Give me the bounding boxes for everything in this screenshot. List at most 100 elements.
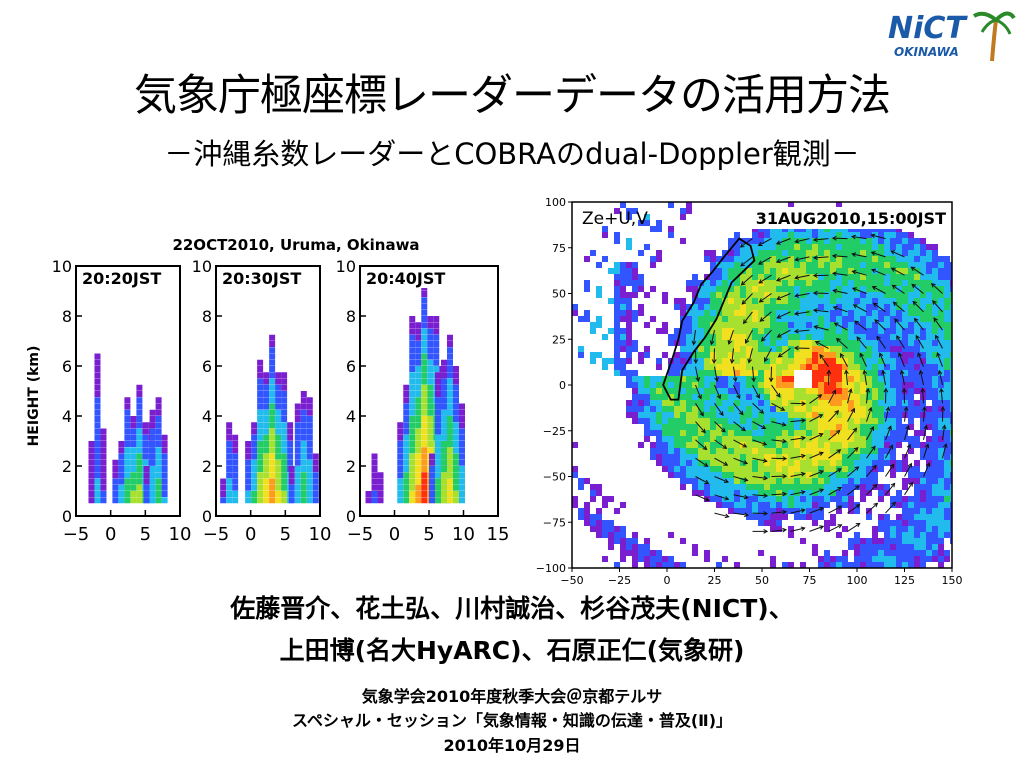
reflectivity-cell	[161, 472, 168, 479]
ppi-cell	[878, 274, 884, 280]
ppi-cell	[848, 250, 854, 256]
ppi-cell	[926, 478, 932, 484]
ppi-cell	[692, 352, 698, 358]
reflectivity-cell	[143, 478, 150, 485]
ppi-cell	[782, 430, 788, 436]
ppi-cell	[890, 364, 896, 370]
ppi-cell	[716, 286, 722, 292]
reflectivity-cell	[142, 459, 149, 466]
ppi-cell	[890, 460, 896, 466]
ppi-cell	[584, 256, 590, 262]
ppi-cell	[902, 430, 908, 436]
ppi-cell	[830, 442, 836, 448]
ppi-cell	[716, 502, 722, 508]
ppi-cell	[836, 484, 842, 490]
ppi-cell	[674, 370, 680, 376]
reflectivity-cell	[421, 322, 428, 329]
ppi-cell	[920, 238, 926, 244]
ppi-cell	[830, 430, 836, 436]
ppi-cell	[668, 556, 674, 562]
reflectivity-cell	[226, 434, 233, 441]
ppi-cell	[656, 448, 662, 454]
ppi-cell	[698, 454, 704, 460]
ppi-cell	[944, 496, 950, 502]
ppi-cell	[644, 436, 650, 442]
ppi-cell	[890, 562, 896, 568]
ppi-cell	[926, 388, 932, 394]
ppi-cell	[776, 250, 782, 256]
ppi-cell	[686, 412, 692, 418]
rhi-figure-title: 22OCT2010, Uruma, Okinawa	[172, 236, 419, 254]
reflectivity-cell	[427, 359, 434, 366]
ppi-cell	[674, 304, 680, 310]
ppi-cell	[758, 400, 764, 406]
wind-vector-head	[903, 406, 909, 412]
reflectivity-cell	[453, 384, 459, 391]
ppi-cell	[692, 466, 698, 472]
ppi-cell	[854, 364, 860, 370]
ppi-cell	[758, 328, 764, 334]
ppi-cell	[854, 394, 860, 400]
ppi-cell	[902, 370, 908, 376]
reflectivity-cell	[161, 497, 168, 504]
wind-vector-head	[891, 501, 897, 507]
ppi-cell	[680, 460, 686, 466]
ppi-cell	[740, 418, 746, 424]
ppi-cell	[572, 502, 578, 508]
reflectivity-cell	[226, 447, 233, 454]
reflectivity-cell	[421, 334, 428, 341]
ppi-cell	[704, 400, 710, 406]
wind-vector-head	[729, 359, 735, 364]
ppi-cell	[722, 262, 728, 268]
ppi-cell	[812, 472, 818, 478]
ppi-cell	[740, 382, 746, 388]
ppi-cell	[932, 292, 938, 298]
wind-vector	[733, 476, 748, 481]
reflectivity-cell	[94, 366, 101, 372]
ppi-cell	[872, 538, 878, 544]
reflectivity-cell	[257, 447, 264, 454]
ppi-cell	[692, 406, 698, 412]
wind-vector	[733, 494, 748, 499]
ppi-cell	[884, 424, 890, 430]
ppi-cell	[722, 484, 728, 490]
ppi-cell	[860, 238, 866, 244]
reflectivity-cell	[403, 434, 410, 441]
ppi-cell	[710, 376, 716, 382]
ppi-cell	[848, 370, 854, 376]
wind-vector	[790, 419, 806, 423]
reflectivity-cell	[306, 472, 313, 479]
wind-vector-head	[837, 487, 843, 492]
ppi-cell	[872, 460, 878, 466]
ppi-cell	[680, 418, 686, 424]
ppi-cell	[776, 346, 782, 352]
ppi-cell	[776, 268, 782, 274]
ppi-cell	[902, 544, 908, 550]
ppi-cell	[806, 472, 812, 478]
ppi-cell	[872, 274, 878, 280]
ppi-cell	[938, 544, 944, 550]
ppi-cell	[776, 310, 782, 316]
reflectivity-cell	[447, 453, 453, 460]
wind-vector-head	[848, 388, 853, 394]
ppi-cell	[590, 322, 596, 328]
ppi-cell	[824, 436, 830, 442]
reflectivity-cell	[124, 484, 131, 491]
ppi-cell	[674, 394, 680, 400]
ppi-cell	[896, 310, 902, 316]
ppi-cell	[692, 550, 698, 556]
ppi-cell	[764, 274, 770, 280]
ppi-cell	[908, 526, 914, 532]
rhi-x-tick-label: −5	[347, 524, 374, 545]
reflectivity-cell	[155, 466, 162, 472]
ppi-cell	[782, 514, 788, 520]
ppi-cell	[926, 364, 932, 370]
ppi-cell	[758, 406, 764, 412]
ppi-cell	[794, 460, 800, 466]
ppi-cell	[698, 364, 704, 370]
ppi-cell	[818, 238, 824, 244]
ppi-cell	[842, 310, 848, 316]
ppi-cell	[632, 412, 638, 418]
ppi-cell	[884, 232, 890, 238]
ppi-cell	[728, 346, 734, 352]
